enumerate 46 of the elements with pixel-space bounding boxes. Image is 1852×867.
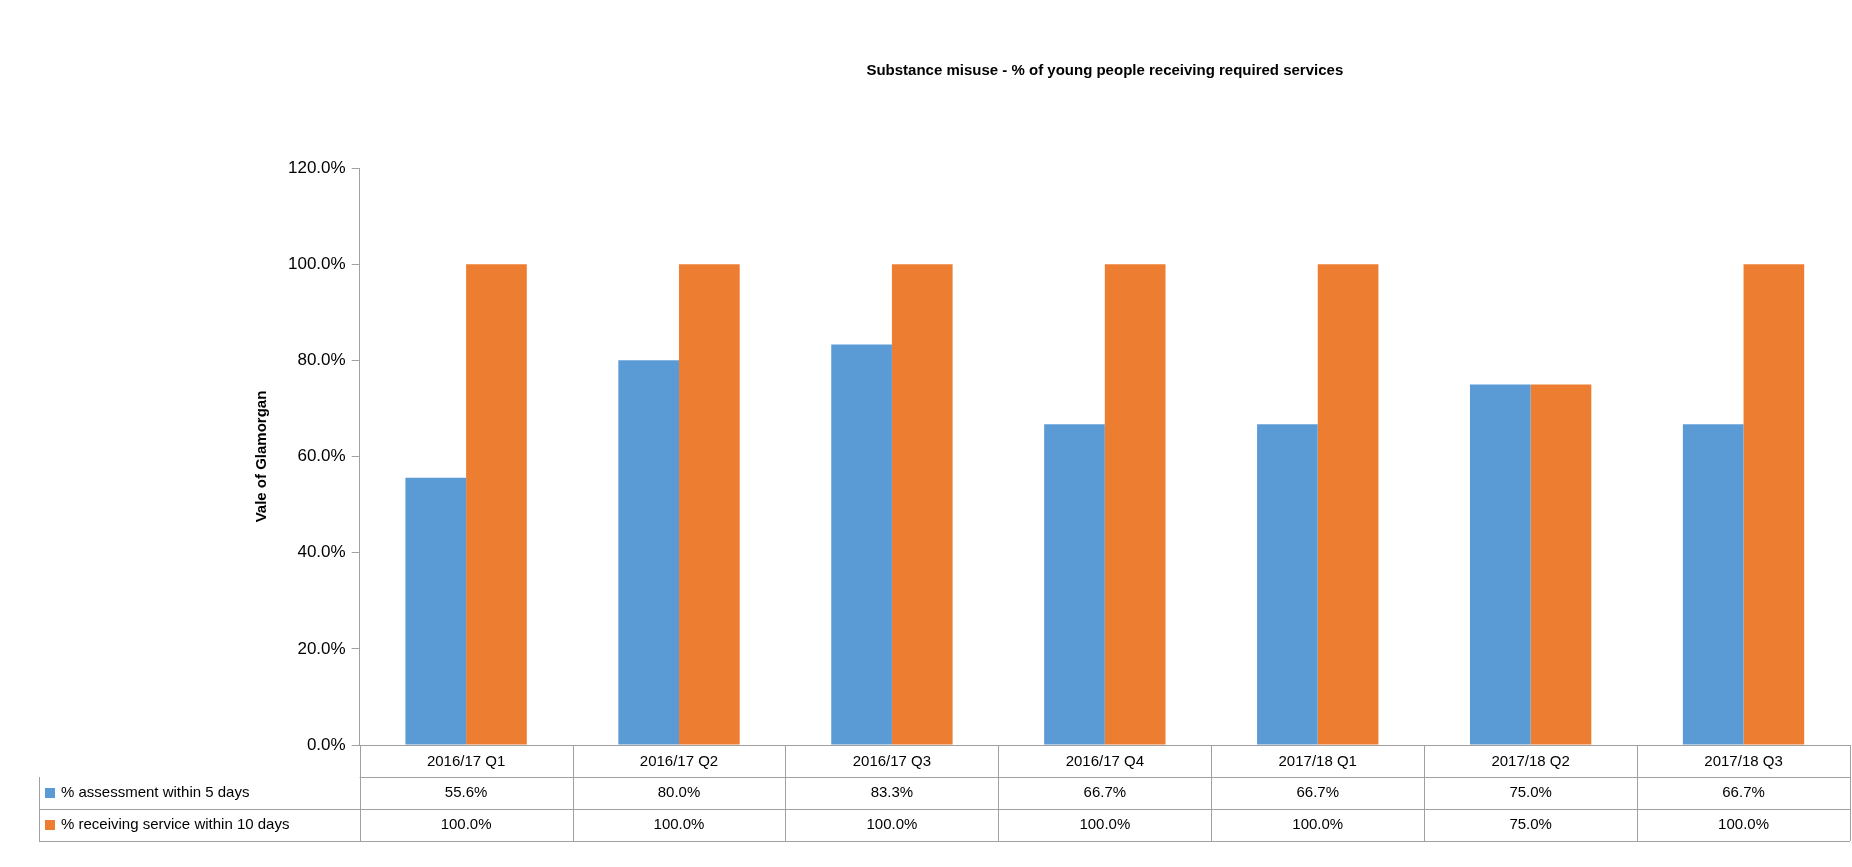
y-tick-label: 60.0%: [297, 446, 346, 466]
data-label: 100.0%: [1292, 815, 1344, 833]
data-label: 75.0%: [1509, 815, 1552, 833]
bar: [618, 360, 680, 745]
x-tick-label: 2017/18 Q1: [1278, 752, 1357, 770]
bar: [466, 264, 527, 745]
bar: [405, 477, 467, 745]
data-label: 55.6%: [444, 783, 488, 801]
data-label: 83.3%: [870, 783, 914, 801]
bar: [891, 264, 953, 745]
x-tick-label: 2016/17 Q2: [639, 752, 719, 770]
y-tick-label: 120.0%: [287, 157, 346, 177]
bar: [1044, 424, 1105, 745]
x-tick-label: 2017/18 Q3: [1704, 752, 1783, 770]
data-label: 100.0%: [440, 815, 492, 833]
data-label: 80.0%: [657, 783, 701, 801]
data-label: 100.0%: [866, 815, 918, 833]
x-tick-label: 2016/17 Q1: [426, 752, 506, 770]
chart-title: Substance misuse - % of young people receiving required services: [866, 61, 1344, 79]
bar: [831, 344, 892, 745]
y-axis-title: Vale of Glamorgan: [252, 390, 270, 523]
legend-label: % receiving service within 10 days: [61, 815, 290, 833]
bar: [1682, 424, 1744, 745]
bar: [1530, 384, 1592, 745]
bar: [1257, 424, 1318, 745]
bar: [1317, 264, 1379, 745]
data-label: 66.7%: [1083, 783, 1127, 801]
data-label: 100.0%: [1718, 815, 1769, 833]
y-tick-label: 80.0%: [297, 350, 346, 370]
data-label: 66.7%: [1296, 783, 1340, 801]
bar: [679, 264, 740, 745]
data-label: 100.0%: [1079, 815, 1131, 833]
data-label: 75.0%: [1509, 783, 1552, 801]
data-label: 100.0%: [653, 815, 705, 833]
legend-label: % assessment within 5 days: [61, 783, 250, 801]
y-tick-label: 20.0%: [297, 638, 346, 658]
x-tick-label: 2016/17 Q3: [852, 752, 932, 770]
y-tick-label: 0.0%: [306, 734, 346, 754]
data-label: 66.7%: [1722, 783, 1765, 801]
bar: [1743, 264, 1805, 745]
bar: [1104, 264, 1166, 745]
x-tick-label: 2017/18 Q2: [1491, 752, 1570, 770]
x-tick-label: 2016/17 Q4: [1065, 752, 1145, 770]
y-tick-label: 100.0%: [287, 253, 346, 273]
y-tick-label: 40.0%: [297, 542, 346, 562]
bar: [1469, 384, 1531, 745]
